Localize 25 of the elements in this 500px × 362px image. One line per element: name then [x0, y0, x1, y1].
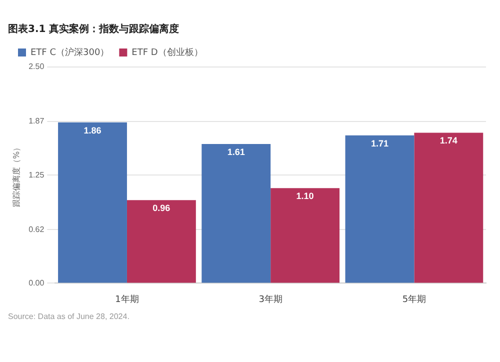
bar: [414, 132, 484, 283]
bar: [345, 135, 414, 283]
data-label: 0.96: [152, 203, 170, 214]
bar: [58, 122, 127, 283]
legend-label: ETF C（沪深300）: [30, 46, 110, 58]
text: 2.50: [28, 62, 44, 72]
data-label: 1.71: [370, 138, 388, 148]
text: 0.00: [28, 278, 44, 288]
chart-title: 图表3.1 真实案例：指数与跟踪偏离度: [8, 22, 180, 36]
legend-label: ETF D（创业板）: [132, 46, 203, 58]
text: 1.87: [28, 116, 44, 126]
source-note: Source: Data as of June 28, 2024.: [8, 312, 130, 321]
x-tick-label: 5年期: [402, 294, 426, 305]
y-axis-title: 跟踪偏离度（%）: [12, 143, 21, 207]
text: 0.62: [28, 224, 44, 234]
bar: [126, 200, 196, 283]
data-label: 1.86: [84, 125, 102, 136]
x-tick-label: 1年期: [115, 294, 139, 305]
bar: [270, 188, 340, 283]
x-tick-label: 3年期: [258, 294, 282, 305]
text: 1.25: [28, 170, 44, 180]
bar: [202, 144, 271, 283]
data-label: 1.74: [440, 136, 458, 146]
data-label: 1.10: [296, 191, 314, 202]
data-label: 1.61: [227, 146, 245, 157]
